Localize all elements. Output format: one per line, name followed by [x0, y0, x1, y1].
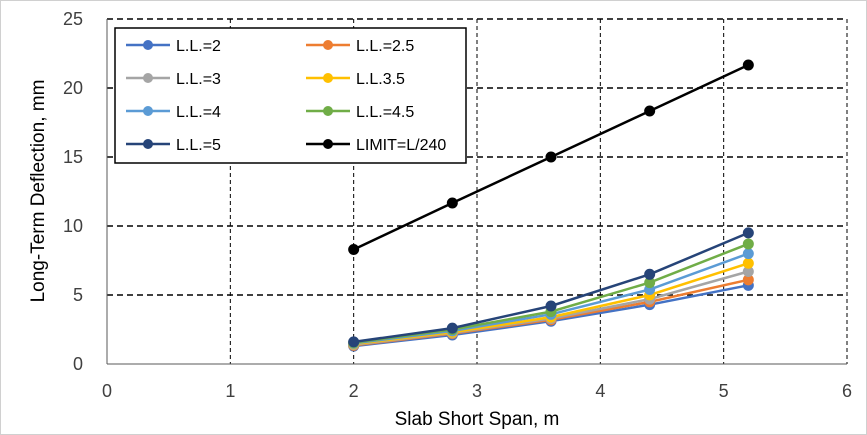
series-7 [348, 59, 754, 255]
data-point [348, 336, 360, 348]
legend-label: L.L.=4.5 [356, 104, 414, 121]
legend-label: L.L.=2 [176, 38, 221, 55]
x-tick-label: 6 [842, 381, 852, 401]
y-tick-label: 10 [63, 216, 83, 236]
data-point [348, 243, 360, 255]
legend-label: L.L.=5 [176, 137, 221, 154]
y-tick-label: 20 [63, 78, 83, 98]
data-point [742, 238, 754, 250]
legend-marker [143, 73, 153, 83]
legend-marker [323, 73, 333, 83]
x-tick-label: 1 [225, 381, 235, 401]
y-tick-label: 0 [73, 354, 83, 374]
data-point [644, 268, 656, 280]
legend-item: L.L.=2 [126, 38, 221, 55]
x-tick-label: 3 [472, 381, 482, 401]
legend-item: L.L.=2.5 [306, 38, 414, 55]
legend-item: L.L.=4.5 [306, 104, 414, 121]
data-point [446, 197, 458, 209]
y-tick-label: 25 [63, 9, 83, 29]
x-tick-label: 5 [719, 381, 729, 401]
data-point [742, 257, 754, 269]
x-tick-label: 4 [595, 381, 605, 401]
legend-label: L.L.=4 [176, 104, 221, 121]
legend-box [114, 27, 467, 164]
legend-item: L.L.=3 [126, 71, 221, 88]
y-tick-label: 15 [63, 147, 83, 167]
legend: L.L.=2 L.L.=2.5 L.L.=3 L.L.3.5 L.L.=4 L.L.=4.… [114, 27, 467, 164]
data-point [742, 227, 754, 239]
y-tick-label: 5 [73, 285, 83, 305]
data-point [545, 300, 557, 312]
series-6 [348, 227, 754, 348]
y-axis-title: Long-Term Deflection, mm [28, 80, 49, 303]
legend-item: LIMIT=L/240 [306, 137, 446, 154]
legend-label: L.L.=2.5 [356, 38, 414, 55]
x-tick-labels: 0 1 2 3 4 5 6 [102, 381, 852, 401]
legend-marker [323, 139, 333, 149]
legend-item: L.L.=4 [126, 104, 221, 121]
legend-item: L.L.3.5 [306, 71, 405, 88]
legend-marker [323, 40, 333, 50]
data-point [742, 248, 754, 260]
data-point [545, 151, 557, 163]
legend-item: L.L.=5 [126, 137, 221, 154]
legend-label: LIMIT=L/240 [356, 137, 446, 154]
legend-marker [323, 106, 333, 116]
data-point [742, 59, 754, 71]
legend-marker [143, 139, 153, 149]
legend-marker [143, 40, 153, 50]
y-tick-labels: 0 5 10 15 20 25 [63, 9, 83, 374]
x-tick-label: 2 [349, 381, 359, 401]
x-axis-title: Slab Short Span, m [395, 409, 560, 430]
legend-marker [143, 106, 153, 116]
legend-label: L.L.3.5 [356, 71, 405, 88]
x-tick-label: 0 [102, 381, 112, 401]
data-point [446, 322, 458, 334]
legend-label: L.L.=3 [176, 71, 221, 88]
series-group [348, 59, 754, 352]
data-point [644, 105, 656, 117]
